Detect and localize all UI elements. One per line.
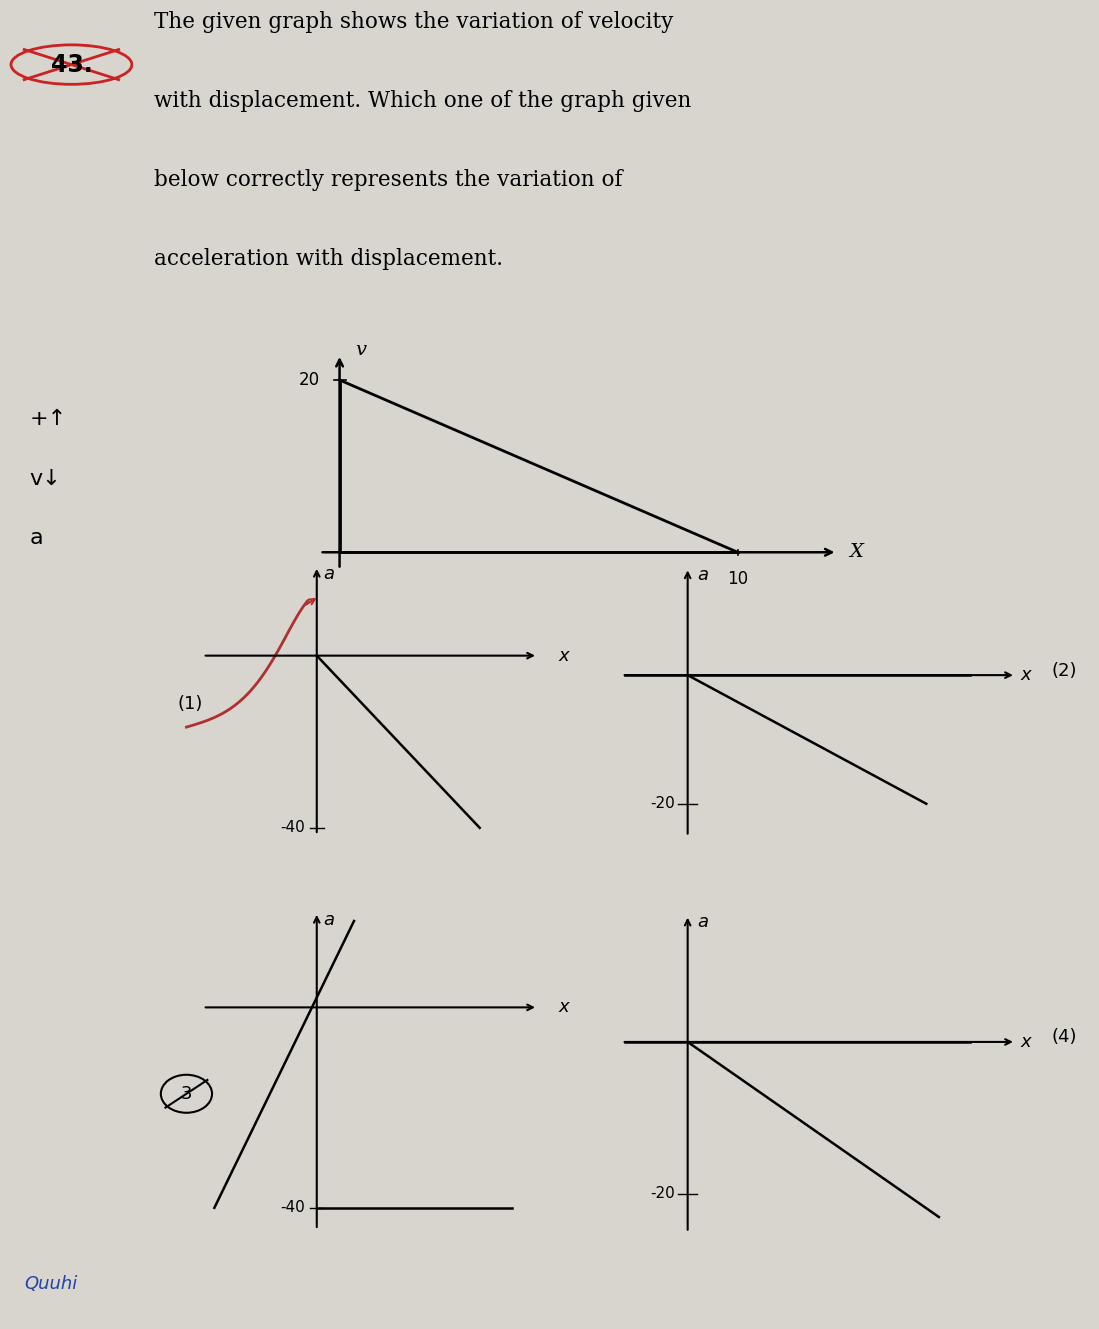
Text: a: a (324, 910, 335, 929)
Text: -40: -40 (280, 820, 306, 836)
Text: (2): (2) (1052, 662, 1077, 680)
Text: a: a (697, 566, 708, 583)
Text: 10: 10 (728, 570, 748, 587)
Text: v↓: v↓ (30, 468, 62, 489)
Text: x: x (558, 647, 569, 664)
Text: 20: 20 (299, 371, 320, 389)
Text: (1): (1) (177, 695, 202, 714)
Text: 3: 3 (180, 1084, 192, 1103)
Text: -40: -40 (280, 1200, 306, 1215)
Text: -20: -20 (651, 1187, 675, 1201)
Text: (4): (4) (1052, 1029, 1077, 1046)
Text: acceleration with displacement.: acceleration with displacement. (154, 247, 503, 270)
Text: v: v (355, 340, 366, 359)
Text: X: X (850, 544, 863, 561)
Text: Quuhi: Quuhi (24, 1275, 78, 1293)
Text: with displacement. Which one of the graph given: with displacement. Which one of the grap… (154, 90, 691, 112)
Text: x: x (1021, 1033, 1031, 1051)
Text: a: a (324, 565, 335, 582)
Text: below correctly represents the variation of: below correctly represents the variation… (154, 169, 622, 190)
Text: The given graph shows the variation of velocity: The given graph shows the variation of v… (154, 11, 674, 33)
Text: x: x (558, 998, 569, 1017)
Text: 43.: 43. (51, 53, 92, 77)
Text: a: a (30, 528, 43, 549)
Text: -20: -20 (651, 796, 675, 811)
Text: x: x (1021, 666, 1031, 684)
Text: a: a (697, 913, 708, 930)
Text: +↑: +↑ (30, 408, 67, 429)
